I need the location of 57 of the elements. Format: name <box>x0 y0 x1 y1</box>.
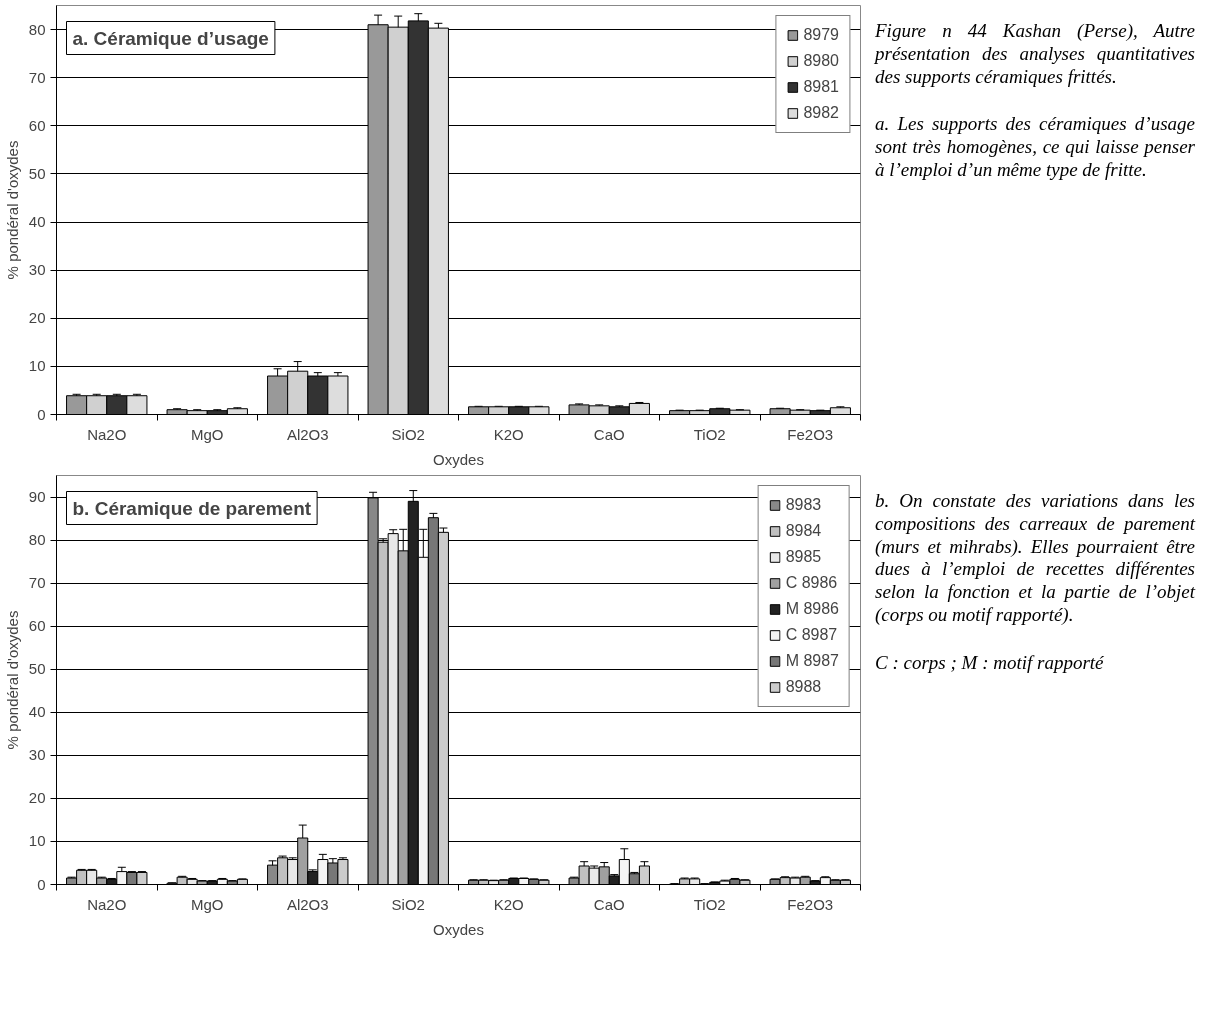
text: a. Céramique d’usage <box>72 27 269 49</box>
legend-label: 8985 <box>785 548 822 566</box>
x-tick-label: SiO2 <box>391 895 425 913</box>
legend-label: 8979 <box>803 26 839 44</box>
x-tick-label: Al2O3 <box>286 895 329 913</box>
legend-label: 8984 <box>785 522 822 540</box>
y-tick-label: 60 <box>28 617 46 635</box>
y-tick-label: 30 <box>28 261 46 279</box>
x-tick-label: Na2O <box>87 425 127 443</box>
x-tick-label: K2O <box>493 425 524 443</box>
x-tick-label: Al2O3 <box>286 425 329 443</box>
x-tick-label: CaO <box>593 895 625 913</box>
legend-label: C 8987 <box>785 626 838 644</box>
y-tick-label: 10 <box>28 832 46 850</box>
x-tick-label: Na2O <box>87 895 127 913</box>
y-tick-label: 50 <box>28 660 46 678</box>
x-tick-label: TiO2 <box>693 425 726 443</box>
x-tick-label: MgO <box>191 425 224 443</box>
legend-label: 8981 <box>803 78 839 96</box>
y-tick-label: 70 <box>28 574 46 592</box>
legend-label: 8988 <box>785 678 822 696</box>
y-tick-label: 20 <box>28 789 46 807</box>
x-tick-label: Fe2O3 <box>787 425 834 443</box>
text: Figure n 44 Kashan (Perse), Autre présentation des analyses quantitatives des supports céramiques frittés. <box>875 20 1195 89</box>
x-tick-label: CaO <box>593 425 625 443</box>
x-tick-label: K2O <box>493 895 524 913</box>
x-tick-label: TiO2 <box>693 895 726 913</box>
legend-label: 8983 <box>785 496 822 514</box>
y-tick-label: 90 <box>28 488 46 506</box>
legend-label: 8980 <box>803 52 839 70</box>
y-axis-title: % pondéral d'oxydes <box>3 610 21 750</box>
y-tick-label: 80 <box>28 20 46 38</box>
x-tick-label: SiO2 <box>391 425 425 443</box>
text: a. Les supports des céramiques d’usage sont très homogènes, ce qui laisse penser à l’emploi d’un même type de fritte. <box>875 113 1195 182</box>
legend-label: M 8987 <box>785 652 839 670</box>
y-tick-label: 0 <box>37 875 46 893</box>
text: b. Céramique de parement <box>72 497 312 519</box>
y-tick-label: 30 <box>28 746 46 764</box>
y-axis-title: % pondéral d'oxydes <box>3 140 21 280</box>
y-tick-label: 20 <box>28 309 46 327</box>
y-tick-label: 50 <box>28 164 46 182</box>
legend-label: C 8986 <box>785 574 838 592</box>
y-tick-label: 10 <box>28 357 46 375</box>
x-axis-title: Oxydes <box>433 920 484 938</box>
y-tick-label: 60 <box>28 116 46 134</box>
x-tick-label: Fe2O3 <box>787 895 834 913</box>
y-tick-label: 0 <box>37 405 46 423</box>
text: C : corps ; M : motif rapporté <box>875 651 1104 675</box>
legend-label: 8982 <box>803 104 839 122</box>
text: b. On constate des variations dans les compositions des carreaux de parement (murs et mihrabs). Elles pourraient être dues à l’emploi de recettes différentes selon la fonction et la partie de l’objet (corps ou motif rapporté). <box>875 490 1195 627</box>
y-tick-label: 80 <box>28 531 46 549</box>
y-tick-label: 40 <box>28 213 46 231</box>
x-tick-label: MgO <box>191 895 224 913</box>
legend-label: M 8986 <box>785 600 839 618</box>
x-axis-title: Oxydes <box>433 450 484 468</box>
y-tick-label: 40 <box>28 703 46 721</box>
y-tick-label: 70 <box>28 68 46 86</box>
